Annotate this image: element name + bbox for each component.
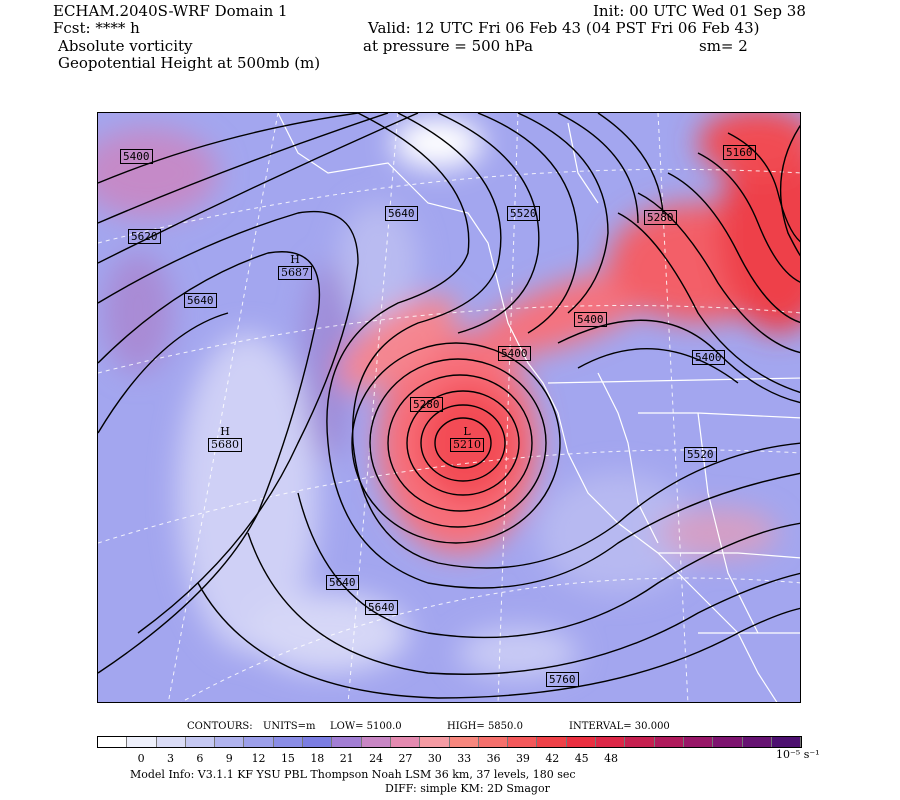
color-scale-tick-label: 12: [251, 752, 266, 765]
color-scale-swatch: [566, 737, 597, 747]
color-scale-bar: [97, 736, 802, 748]
contour-label: 5400: [498, 346, 531, 361]
color-scale-swatch: [244, 737, 274, 747]
contours-heading: CONTOURS:: [187, 721, 253, 732]
contour-label: 5520: [507, 206, 540, 221]
contour-label: 5280: [410, 397, 443, 412]
contour-label: 5640: [326, 575, 359, 590]
contour-label: 5640: [385, 206, 418, 221]
color-scale-swatch: [273, 737, 304, 747]
color-scale-swatch: [449, 737, 479, 747]
color-scale-tick-label: 36: [486, 752, 501, 765]
color-scale-swatch: [361, 737, 391, 747]
color-scale-tick-label: 42: [545, 752, 560, 765]
field-name-2: Geopotential Height at 500mb (m): [58, 54, 321, 72]
model-info: Model Info: V3.1.1 KF YSU PBL Thompson N…: [130, 768, 576, 781]
color-scale-swatch: [303, 737, 333, 747]
color-scale-swatch: [596, 737, 626, 747]
low-letter: L: [463, 425, 471, 438]
model-title: ECHAM.2040S-WRF Domain 1: [53, 2, 288, 20]
high-marker: H 5680: [208, 426, 242, 452]
high-value: 5687: [278, 266, 312, 280]
color-scale-swatch: [127, 737, 157, 747]
high-marker: H 5687: [278, 254, 312, 280]
valid-time: Valid: 12 UTC Fri 06 Feb 43 (04 PST Fri …: [368, 19, 760, 37]
contour-label: 5400: [574, 312, 607, 327]
color-scale-tick-label: 6: [196, 752, 204, 765]
color-scale-swatch: [98, 737, 128, 747]
contour-label: 5160: [723, 145, 756, 160]
low-value: 5210: [450, 438, 484, 452]
contours-interval: INTERVAL= 30.000: [569, 721, 670, 732]
color-scale-swatch: [215, 737, 245, 747]
high-value: 5680: [208, 438, 242, 452]
smoothing: sm= 2: [699, 37, 748, 55]
color-scale-swatch: [332, 737, 362, 747]
high-letter: H: [220, 425, 230, 438]
color-scale-swatch: [625, 737, 655, 747]
init-time: Init: 00 UTC Wed 01 Sep 38: [593, 2, 806, 20]
high-letter: H: [290, 253, 300, 266]
pressure-level: at pressure = 500 hPa: [363, 37, 534, 55]
color-scale-swatch: [390, 737, 421, 747]
contour-label: 5760: [546, 672, 579, 687]
color-scale-tick-label: 48: [604, 752, 619, 765]
color-scale-swatch: [185, 737, 216, 747]
color-scale-tick-label: 30: [427, 752, 442, 765]
contours-units: UNITS=m: [263, 721, 316, 732]
color-scale-swatch: [683, 737, 714, 747]
color-scale-tick-label: 21: [339, 752, 354, 765]
map-graphic: [98, 113, 800, 702]
color-scale-swatch: [537, 737, 567, 747]
contour-label: 5640: [184, 293, 217, 308]
color-scale-swatch: [713, 737, 743, 747]
color-scale-unit: 10⁻⁵ s⁻¹: [776, 748, 820, 761]
contour-label: 5620: [128, 229, 161, 244]
color-scale-tick-label: 24: [369, 752, 384, 765]
color-scale-swatch: [742, 737, 772, 747]
contour-label: 5520: [684, 447, 717, 462]
color-scale-tick-label: 18: [310, 752, 325, 765]
color-scale-swatch: [508, 737, 538, 747]
color-scale-swatch: [654, 737, 684, 747]
color-scale-tick-label: 15: [280, 752, 295, 765]
contour-label: 5280: [644, 210, 677, 225]
color-scale-swatch: [156, 737, 186, 747]
vorticity-map: 5400 5620 5640 5640 5520 5160 5280 5400 …: [97, 112, 801, 703]
color-scale-tick-label: 39: [515, 752, 530, 765]
color-scale-tick-label: 3: [166, 752, 174, 765]
color-scale-swatch: [478, 737, 509, 747]
color-scale-tick-label: 9: [225, 752, 233, 765]
contour-label: 5400: [120, 149, 153, 164]
contour-label: 5400: [692, 350, 725, 365]
forecast-hour: Fcst: **** h: [53, 19, 140, 37]
low-marker: L 5210: [450, 426, 484, 452]
color-scale-tick-label: 0: [137, 752, 145, 765]
contours-high: HIGH= 5850.0: [447, 721, 523, 732]
color-scale-tick-label: 45: [574, 752, 589, 765]
diff-info: DIFF: simple KM: 2D Smagor: [385, 782, 550, 795]
field-name-1: Absolute vorticity: [58, 37, 193, 55]
contour-label: 5640: [365, 600, 398, 615]
color-scale-tick-label: 27: [398, 752, 413, 765]
color-scale-swatch: [771, 737, 802, 747]
color-scale-swatch: [420, 737, 450, 747]
contours-low: LOW= 5100.0: [330, 721, 402, 732]
color-scale-tick-label: 33: [457, 752, 472, 765]
